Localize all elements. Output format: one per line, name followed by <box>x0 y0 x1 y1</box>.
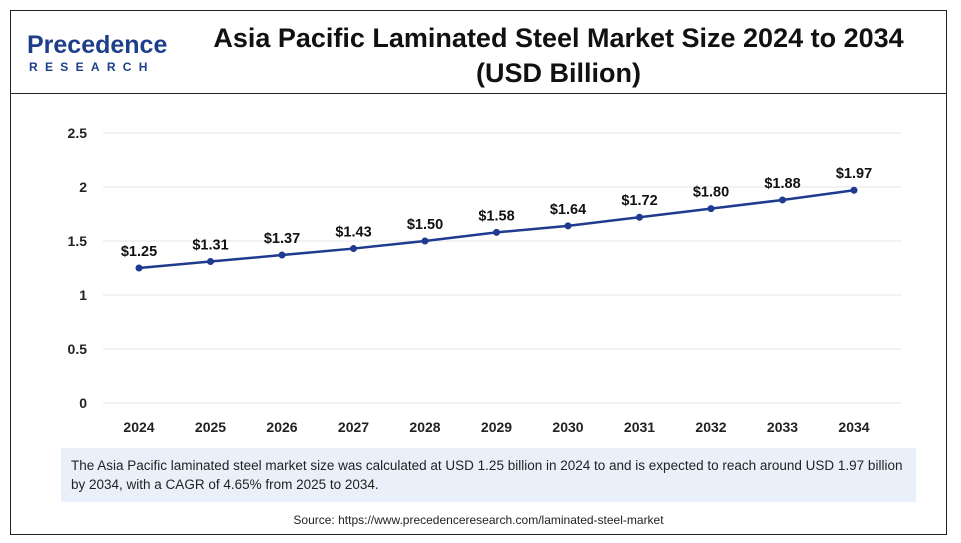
x-tick-label: 2028 <box>409 419 440 435</box>
data-point <box>421 237 429 245</box>
summary-note: The Asia Pacific laminated steel market … <box>61 448 916 502</box>
y-tick-label: 2 <box>79 179 87 195</box>
data-label: $1.58 <box>478 208 514 224</box>
x-tick-label: 2029 <box>481 419 512 435</box>
y-tick-label: 2.5 <box>68 125 88 141</box>
logo-wordmark: Precedence <box>27 31 168 59</box>
y-tick-label: 0.5 <box>68 341 88 357</box>
data-label: $1.64 <box>550 202 586 218</box>
data-point <box>850 186 858 194</box>
y-tick-label: 1 <box>79 287 87 303</box>
x-tick-label: 2024 <box>123 419 154 435</box>
data-point <box>207 258 214 266</box>
data-point <box>636 213 643 221</box>
data-point <box>707 205 715 213</box>
y-tick-label: 1.5 <box>68 233 88 249</box>
y-tick-label: 0 <box>79 395 87 411</box>
data-label: $1.37 <box>264 231 300 247</box>
precedence-research-logo: Precedence RESEARCH <box>27 31 177 81</box>
data-label: $1.31 <box>192 238 228 254</box>
x-tick-label: 2033 <box>767 419 798 435</box>
source-citation: Source: https://www.precedenceresearch.c… <box>293 513 664 527</box>
data-point <box>135 264 143 272</box>
data-label: $1.72 <box>621 193 657 209</box>
data-label: $1.88 <box>764 176 800 192</box>
data-label: $1.50 <box>407 217 443 233</box>
x-tick-label: 2031 <box>624 419 655 435</box>
data-point <box>493 228 500 236</box>
logo-subtitle: RESEARCH <box>29 60 155 74</box>
data-label: $1.80 <box>693 185 729 201</box>
header: Precedence RESEARCH Asia Pacific Laminat… <box>11 11 946 94</box>
data-point <box>278 251 286 259</box>
x-tick-label: 2034 <box>838 419 869 435</box>
data-point <box>350 245 357 253</box>
x-tick-label: 2030 <box>552 419 583 435</box>
data-label: $1.25 <box>121 244 157 260</box>
chart-title: Asia Pacific Laminated Steel Market Size… <box>213 23 904 88</box>
x-tick-label: 2027 <box>338 419 369 435</box>
data-label: $1.97 <box>836 166 872 182</box>
line-chart: 0 0.5 1 1.5 2 2.5 2024 2025 2026 2027 2028 2029 2030… <box>68 125 901 435</box>
data-point <box>779 196 786 204</box>
x-tick-label: 2032 <box>695 419 726 435</box>
x-tick-label: 2026 <box>266 419 297 435</box>
infographic-frame: Precedence RESEARCH Asia Pacific Laminat… <box>10 10 947 535</box>
data-label: $1.43 <box>335 225 371 241</box>
x-tick-label: 2025 <box>195 419 226 435</box>
data-point <box>564 222 572 230</box>
